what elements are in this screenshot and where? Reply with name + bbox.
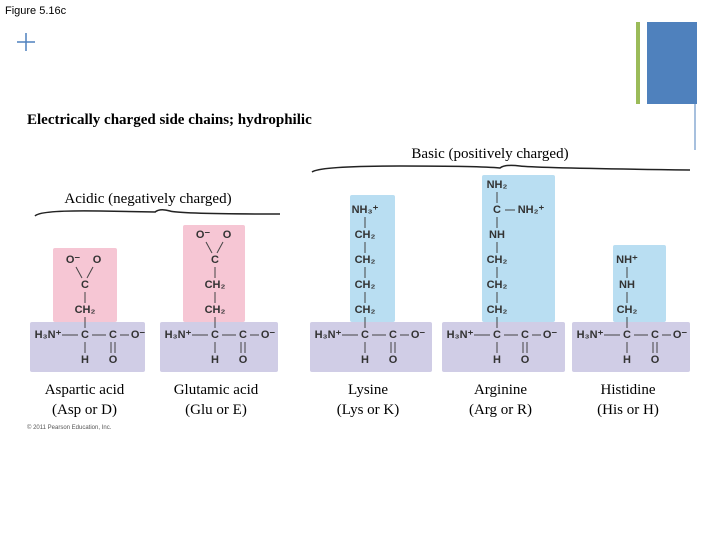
side-chain-atom: NH⁺ — [616, 254, 638, 266]
alpha-hydrogen: H — [211, 354, 219, 366]
basic-label: Basic (positively charged) — [411, 146, 568, 162]
side-chain-box — [613, 245, 666, 322]
carboxyl-oxide: O⁻ — [411, 329, 426, 341]
acidic-label: Acidic (negatively charged) — [64, 191, 231, 207]
side-chain-atom: CH₂ — [355, 279, 376, 291]
amino-acid-name: Aspartic acid — [45, 382, 125, 398]
side-chain-atom: C — [493, 204, 501, 216]
carboxyl-oxide: O⁻ — [543, 329, 558, 341]
side-chain-box — [53, 248, 117, 322]
heading: Electrically charged side chains; hydrop… — [27, 112, 312, 128]
side-chain-atom: O⁻ — [66, 254, 81, 266]
alpha-carbon: C — [81, 329, 89, 341]
carboxyl-oxide: O⁻ — [131, 329, 146, 341]
side-chain-atom: CH₂ — [487, 279, 508, 291]
carboxyl-carbon: C — [651, 329, 659, 341]
accent-square — [647, 22, 697, 104]
side-chain-atom: CH₂ — [205, 279, 226, 291]
side-chain-box — [183, 225, 245, 322]
carboxyl-carbon: C — [239, 329, 247, 341]
side-chain-atom: O — [93, 254, 102, 266]
carboxyl-oxygen: O — [239, 354, 248, 366]
side-chain-atom: NH₂⁺ — [518, 204, 545, 216]
alpha-hydrogen: H — [493, 354, 501, 366]
alpha-carbon: C — [361, 329, 369, 341]
amino-acid-abbreviation: (Asp or D) — [52, 402, 117, 418]
side-chain-atom: CH₂ — [487, 254, 508, 266]
plus-icon — [17, 33, 35, 51]
carboxyl-carbon: C — [389, 329, 397, 341]
carboxyl-oxygen: O — [521, 354, 530, 366]
amine: H₃N⁺ — [447, 329, 474, 341]
side-chain-atom: NH₂ — [487, 179, 508, 191]
amine: H₃N⁺ — [315, 329, 342, 341]
accent-bar — [636, 22, 640, 104]
carboxyl-oxygen: O — [651, 354, 660, 366]
amino-acid-abbreviation: (His or H) — [597, 402, 659, 418]
bond — [205, 241, 213, 254]
side-chain-box — [350, 195, 395, 322]
amino-acid-name: Glutamic acid — [174, 382, 259, 398]
side-chain-atom: O⁻ — [196, 229, 211, 241]
alpha-carbon: C — [211, 329, 219, 341]
carboxyl-carbon: C — [521, 329, 529, 341]
amine: H₃N⁺ — [35, 329, 62, 341]
figure-label: Figure 5.16c — [5, 5, 67, 17]
side-chain-atom: NH₃⁺ — [352, 204, 379, 216]
backbone-box — [30, 322, 145, 372]
copyright: © 2011 Pearson Education, Inc. — [27, 424, 112, 431]
side-chain-atom: CH₂ — [355, 304, 376, 316]
side-chain-atom: CH₂ — [205, 304, 226, 316]
side-chain-box — [482, 175, 555, 322]
carboxyl-carbon: C — [109, 329, 117, 341]
carboxyl-oxygen: O — [109, 354, 118, 366]
alpha-carbon: C — [493, 329, 501, 341]
alpha-hydrogen: H — [81, 354, 89, 366]
amino-acid-name: Arginine — [474, 382, 527, 398]
bond — [86, 266, 94, 279]
amine: H₃N⁺ — [165, 329, 192, 341]
side-chain-atom: NH — [489, 229, 505, 241]
amino-acid-name: Lysine — [348, 382, 388, 398]
carboxyl-oxide: O⁻ — [673, 329, 688, 341]
alpha-hydrogen: H — [361, 354, 369, 366]
side-chain-atom: CH₂ — [75, 304, 96, 316]
alpha-carbon: C — [623, 329, 631, 341]
alpha-hydrogen: H — [623, 354, 631, 366]
amino-acid-abbreviation: (Arg or R) — [469, 402, 532, 418]
side-chain-atom: NH — [619, 279, 635, 291]
side-chain-atom: C — [81, 279, 89, 291]
amino-acid-name: Histidine — [601, 382, 656, 398]
amino-acid-abbreviation: (Glu or E) — [185, 402, 247, 418]
backbone-box — [160, 322, 278, 372]
backbone-box — [572, 322, 690, 372]
acidic-bracket — [34, 208, 281, 217]
bond — [216, 241, 224, 254]
side-chain-atom: C — [211, 254, 219, 266]
basic-bracket — [311, 164, 691, 173]
side-chain-atom: CH₂ — [355, 229, 376, 241]
side-chain-atom: CH₂ — [487, 304, 508, 316]
bond — [75, 266, 83, 279]
side-chain-atom: O — [223, 229, 232, 241]
amine: H₃N⁺ — [577, 329, 604, 341]
carboxyl-oxygen: O — [389, 354, 398, 366]
carboxyl-oxide: O⁻ — [261, 329, 276, 341]
amino-acid-abbreviation: (Lys or K) — [337, 402, 400, 418]
side-chain-atom: CH₂ — [617, 304, 638, 316]
side-chain-atom: CH₂ — [355, 254, 376, 266]
